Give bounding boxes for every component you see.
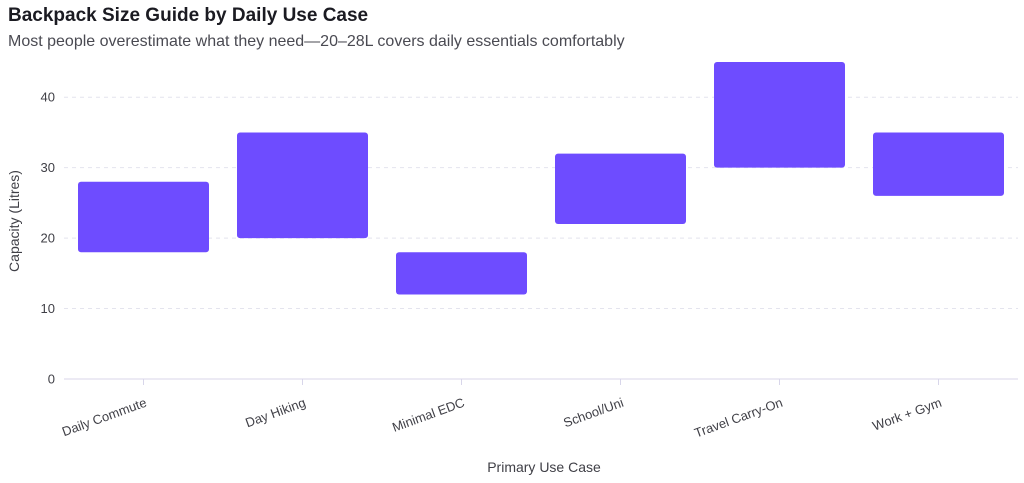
x-tick-label: Minimal EDC (390, 395, 466, 435)
x-tick-label: School/Uni (561, 395, 625, 431)
range-bar (873, 132, 1004, 196)
axes: 0 10 20 30 40 Daily Commute Day Hiking Minimal … (41, 90, 1018, 441)
range-bar (714, 62, 845, 168)
chart-title: Backpack Size Guide by Daily Use Case (8, 5, 369, 26)
x-tick-label: Travel Carry-On (692, 395, 784, 441)
range-bar (78, 181, 209, 253)
y-tick-label: 30 (41, 160, 55, 175)
y-tick-label: 0 (48, 372, 55, 387)
x-tick-label: Work + Gym (870, 395, 943, 434)
x-tick-label: Daily Commute (60, 395, 149, 439)
range-bar (396, 252, 527, 295)
chart-subtitle: Most people overestimate what they need—… (8, 33, 625, 50)
y-tick-label: 20 (41, 231, 55, 246)
y-tick-label: 40 (41, 90, 55, 105)
x-axis-title: Primary Use Case (487, 459, 601, 475)
bars (78, 62, 1004, 295)
gridlines (64, 96, 1018, 310)
y-axis-title: Capacity (Litres) (6, 170, 22, 272)
range-bar (237, 132, 368, 239)
range-bar (555, 153, 686, 225)
x-tick-label: Day Hiking (243, 395, 307, 431)
y-tick-label: 10 (41, 301, 55, 316)
